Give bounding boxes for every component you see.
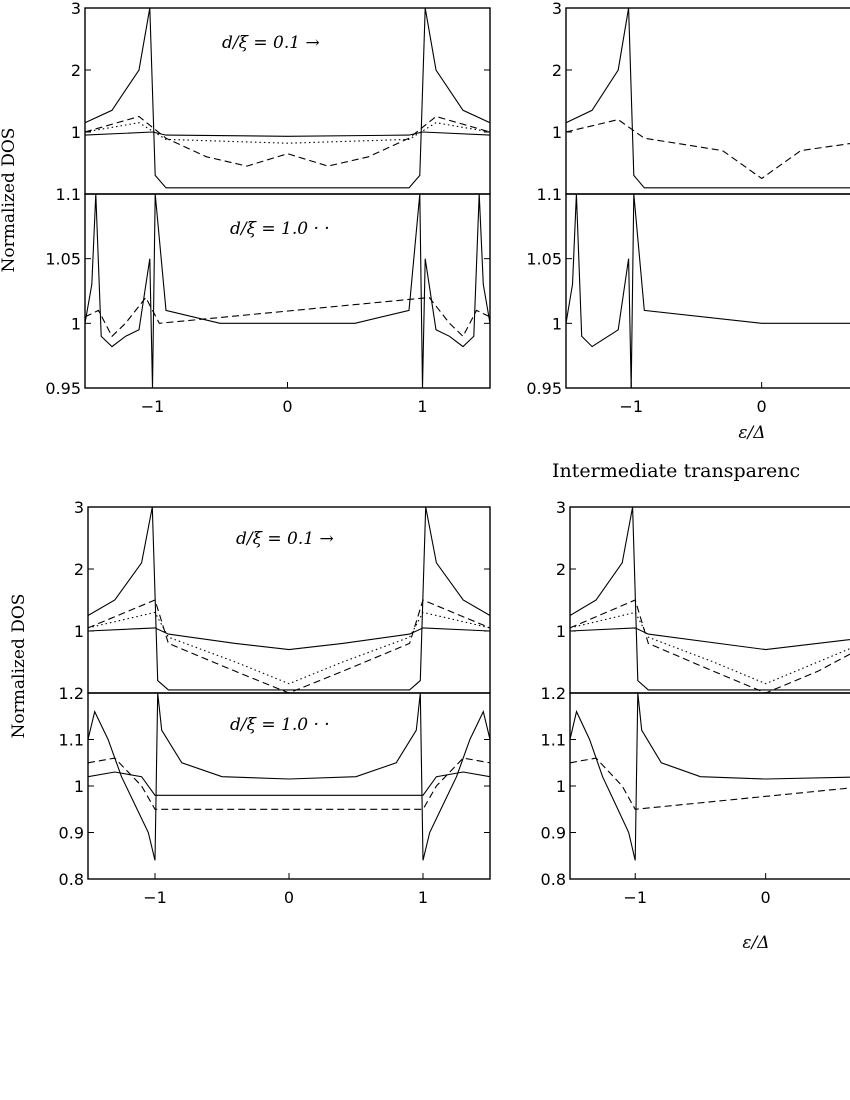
series-line (88, 693, 490, 861)
series-line (85, 115, 490, 167)
series-line (85, 131, 490, 137)
y-tick-label: 1.05 (45, 250, 81, 269)
x-tick-label: 1 (418, 888, 428, 907)
x-tick-label: 0 (284, 888, 294, 907)
series-line (88, 599, 490, 693)
chart-panel: 3 2 1 d/ξ = 0.1 → (74, 498, 491, 694)
x-axis-label: ε/Δ (738, 423, 765, 443)
y-tick-label: 0.8 (59, 870, 84, 889)
panel-frame (565, 193, 850, 389)
y-tick-label: 1 (74, 777, 84, 796)
series-line (570, 599, 850, 693)
y-tick-label: 1 (552, 314, 562, 333)
series-line (88, 611, 490, 685)
y-tick-label: 3 (552, 0, 562, 18)
y-tick-label: 1 (71, 123, 81, 142)
panel-annotation: d/ξ = 1.0 · · (230, 715, 330, 735)
chart-panel: 1.1 1.05 1 0.95 −1 0 1 d/ξ = 1.0 · · (45, 185, 491, 416)
y-tick-label: 0.95 (45, 379, 81, 398)
y-axis-label-bottom: Normalized DOS (9, 594, 29, 739)
x-tick-label: 0 (282, 397, 292, 416)
series-line (88, 627, 490, 651)
y-tick-label: 1.05 (526, 250, 562, 269)
y-tick-label: 3 (556, 498, 566, 517)
chart-panel: 1.1 1.05 1 0.95 −1 0 ε/Δ (526, 185, 850, 443)
series-line (570, 507, 850, 691)
x-tick-label: −1 (141, 397, 165, 416)
y-tick-label: 2 (552, 61, 562, 80)
panel-frame (569, 506, 850, 694)
chart-panel: 3 2 1 d/ξ = 0.1 → (71, 0, 491, 195)
y-tick-label: 0.8 (541, 870, 566, 889)
series-line (566, 119, 850, 180)
section-title: Intermediate transparenc (552, 460, 800, 482)
x-tick-label: −1 (619, 397, 643, 416)
x-tick-label: 1 (417, 397, 427, 416)
y-tick-label: 1 (556, 622, 566, 641)
y-axis-label-top: Normalized DOS (0, 128, 19, 273)
chart-panel: 1.2 1.1 1 0.9 0.8 −1 0 1 d/ξ = 1.0 · · (59, 684, 491, 907)
series-line (88, 507, 490, 691)
panel-frame (569, 692, 850, 880)
y-tick-label: 1 (74, 622, 84, 641)
x-tick-label: 0 (761, 888, 771, 907)
y-tick-label: 1.1 (537, 185, 562, 204)
chart-panel: 1.2 1.1 1 0.9 0.8 −1 0 ε/Δ (541, 684, 850, 953)
series-line (570, 627, 850, 651)
series-line (88, 757, 490, 810)
x-tick-label: −1 (143, 888, 167, 907)
x-axis-label: ε/Δ (742, 933, 769, 953)
series-line (570, 693, 850, 861)
y-tick-label: 1 (71, 314, 81, 333)
panel-annotation: d/ξ = 0.1 → (236, 529, 334, 549)
chart-panel: 3 2 1 (556, 498, 850, 694)
series-line (85, 8, 490, 189)
series-line (570, 757, 850, 810)
x-tick-label: 0 (757, 397, 767, 416)
series-line (570, 611, 850, 685)
y-tick-label: 0.95 (526, 379, 562, 398)
y-tick-label: 2 (74, 560, 84, 579)
y-tick-label: 1.1 (56, 185, 81, 204)
y-tick-label: 1.2 (59, 684, 84, 703)
y-tick-label: 1.1 (541, 731, 566, 750)
y-tick-label: 0.9 (541, 824, 566, 843)
series-line (85, 194, 490, 388)
y-tick-label: 1 (556, 777, 566, 796)
y-tick-label: 3 (74, 498, 84, 517)
panel-annotation: d/ξ = 0.1 → (222, 33, 320, 53)
series-line (88, 771, 490, 796)
y-tick-label: 1.2 (541, 684, 566, 703)
chart-panel: 3 2 1 (552, 0, 850, 195)
x-tick-label: −1 (623, 888, 647, 907)
panel-annotation: d/ξ = 1.0 · · (230, 219, 330, 239)
y-tick-label: 0.9 (59, 824, 84, 843)
y-tick-label: 2 (71, 61, 81, 80)
series-line (566, 8, 850, 189)
y-tick-label: 2 (556, 560, 566, 579)
series-line (85, 296, 490, 338)
y-tick-label: 1.1 (59, 731, 84, 750)
y-tick-label: 3 (71, 0, 81, 18)
series-line (85, 122, 490, 144)
panel-frame (565, 7, 850, 195)
series-line (566, 194, 850, 388)
y-tick-label: 1 (552, 123, 562, 142)
